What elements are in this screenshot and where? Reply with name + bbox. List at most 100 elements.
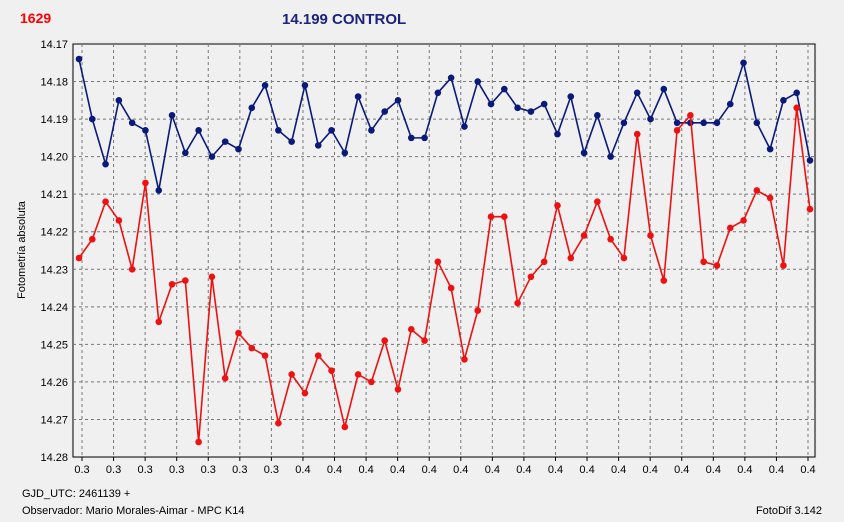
data-point-control <box>673 119 681 127</box>
data-point-control <box>381 108 388 115</box>
y-tick-label: 14.19 <box>40 114 68 126</box>
data-point-control <box>221 138 229 145</box>
plot-area <box>72 43 816 458</box>
data-point-control <box>248 104 256 112</box>
x-tick-label: 0.4 <box>390 464 405 476</box>
data-point-target <box>314 352 322 359</box>
y-tick-label: 14.27 <box>40 414 68 426</box>
data-point-control <box>88 115 96 123</box>
data-point-target <box>182 277 189 284</box>
data-point-target <box>554 202 561 209</box>
data-point-control <box>753 119 761 127</box>
y-tick-label: 14.24 <box>40 302 68 314</box>
data-point-target <box>594 198 601 205</box>
y-tick-labels: 14.17 14.18 14.19 14.20 14.21 14.22 14.23 14.24… <box>40 39 68 464</box>
data-point-control <box>115 97 123 104</box>
data-point-control <box>806 157 814 164</box>
series-line-target <box>78 107 811 443</box>
x-tick-label: 0.4 <box>769 464 784 476</box>
data-point-target <box>487 213 495 221</box>
data-point-control <box>288 138 295 145</box>
data-point-target <box>673 127 681 134</box>
data-point-control <box>780 97 787 104</box>
data-point-target <box>275 419 282 427</box>
data-point-control <box>235 145 242 153</box>
x-tick-label: 0.4 <box>611 464 626 476</box>
data-point-control <box>793 89 801 97</box>
x-tick-label: 0.3 <box>74 464 89 476</box>
data-point-target <box>235 329 242 337</box>
y-tick-label: 14.22 <box>40 227 68 239</box>
data-point-control <box>554 130 561 138</box>
data-point-control <box>354 93 362 100</box>
y-tick-label: 14.17 <box>40 39 68 51</box>
x-tick-label: 0.4 <box>295 464 310 476</box>
y-tick-label: 14.26 <box>40 377 68 389</box>
data-point-target <box>766 194 774 202</box>
data-point-target <box>168 280 176 288</box>
x-tick-labels: 0.3 0.3 0.3 0.3 0.3 0.3 0.3 0.4 0.4 0.4 0.4 0.4 0.4 0… <box>74 457 816 476</box>
data-point-control <box>567 93 575 100</box>
y-tick-label: 14.28 <box>40 452 68 464</box>
x-tick-label: 0.3 <box>264 464 279 476</box>
data-point-control <box>155 187 163 194</box>
data-point-target <box>368 378 375 386</box>
y-tick-label: 14.18 <box>40 77 68 89</box>
data-point-control <box>740 59 747 67</box>
data-point-control <box>633 89 641 97</box>
data-point-target <box>780 262 787 269</box>
data-point-control <box>368 127 375 134</box>
data-point-control <box>527 108 535 115</box>
data-point-control <box>461 123 468 130</box>
data-point-target <box>647 232 654 239</box>
observer-label: Observador: Mario Morales-Aimar - MPC K1… <box>22 505 245 517</box>
data-point-control <box>726 100 734 108</box>
data-point-control <box>102 160 109 168</box>
data-point-control <box>514 104 521 112</box>
data-point-target <box>474 307 482 314</box>
data-point-control <box>474 78 482 85</box>
data-point-control <box>261 82 269 89</box>
x-tick-label: 0.3 <box>106 464 121 476</box>
data-point-target <box>501 213 508 221</box>
data-point-control <box>766 145 774 153</box>
x-tick-label: 0.4 <box>485 464 500 476</box>
data-point-target <box>620 254 628 262</box>
data-point-control <box>713 119 721 127</box>
data-point-target <box>261 352 269 359</box>
star-id-label: 1629 <box>20 10 51 26</box>
x-tick-label: 0.3 <box>201 464 216 476</box>
data-point-target <box>88 235 96 243</box>
data-point-control <box>647 115 654 123</box>
data-point-target <box>567 254 575 262</box>
x-tick-label: 0.4 <box>453 464 468 476</box>
data-point-target <box>580 232 588 239</box>
data-point-target <box>660 277 668 284</box>
y-tick-label: 14.23 <box>40 264 68 276</box>
x-tick-label: 0.4 <box>516 464 531 476</box>
data-point-target <box>700 258 707 266</box>
data-point-control <box>275 127 282 134</box>
data-point-target <box>447 284 455 292</box>
data-point-target <box>128 265 136 273</box>
x-tick-label: 0.3 <box>137 464 152 476</box>
x-tick-label: 0.3 <box>232 464 247 476</box>
x-tick-label: 0.4 <box>579 464 594 476</box>
data-point-target <box>753 187 761 194</box>
data-point-control <box>407 134 415 142</box>
x-tick-label: 0.4 <box>327 464 342 476</box>
data-point-target <box>288 371 295 378</box>
y-tick-label: 14.21 <box>40 189 68 201</box>
data-point-target <box>341 423 349 431</box>
data-point-control <box>328 127 335 134</box>
data-point-target <box>726 224 734 232</box>
data-point-target <box>75 254 83 262</box>
data-point-target <box>421 337 428 344</box>
data-point-control <box>580 149 588 157</box>
data-point-control <box>195 127 202 134</box>
data-point-control <box>501 85 508 93</box>
x-tick-label: 0.4 <box>800 464 815 476</box>
x-tick-label: 0.4 <box>674 464 689 476</box>
y-tick-label: 14.25 <box>40 339 68 351</box>
